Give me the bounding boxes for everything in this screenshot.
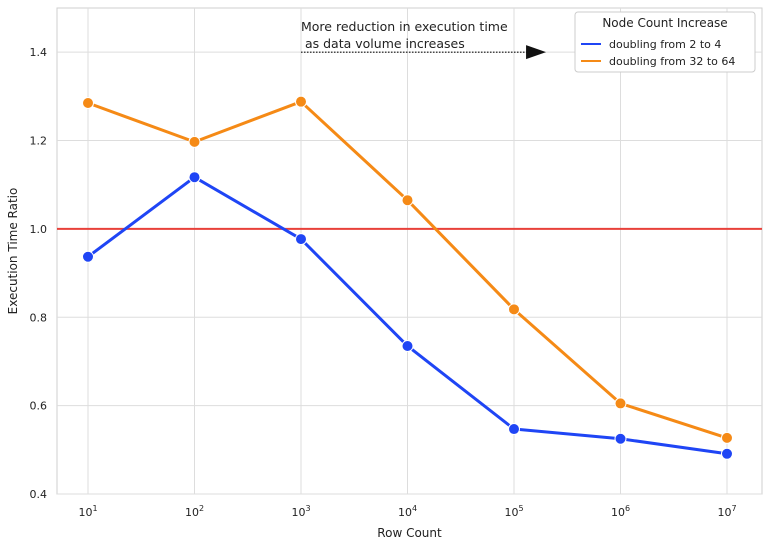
annotation-line-1: More reduction in execution time — [301, 19, 508, 34]
data-point — [295, 95, 307, 108]
annotation-arrow-head — [526, 45, 547, 60]
data-point — [508, 423, 520, 436]
data-point — [82, 250, 94, 263]
y-tick-label: 1.4 — [30, 46, 48, 59]
y-tick-label: 1.0 — [30, 223, 48, 236]
x-tick-label: 106 — [611, 504, 630, 519]
series-1 — [82, 171, 733, 460]
x-tick-label: 104 — [398, 504, 417, 519]
data-point — [721, 431, 733, 444]
y-axis-ticks: 0.4 0.6 0.8 1.0 1.2 1.4 — [30, 46, 48, 501]
plot-area — [56, 7, 763, 495]
x-tick-label: 103 — [291, 504, 310, 519]
x-tick-label: 107 — [717, 504, 736, 519]
legend-title: Node Count Increase — [602, 16, 727, 30]
x-axis-ticks: 101 102 103 104 105 106 107 — [78, 504, 736, 519]
data-point — [188, 171, 201, 184]
legend-entries: doubling from 2 to 4 doubling from 32 to … — [581, 38, 735, 68]
data-point — [295, 233, 307, 246]
series-layer — [82, 95, 733, 460]
legend-box — [574, 11, 756, 73]
y-tick-label: 0.6 — [30, 400, 48, 413]
x-tick-label: 101 — [78, 504, 97, 519]
data-point — [614, 397, 627, 410]
x-axis-title: Row Count — [377, 526, 442, 540]
data-point — [82, 96, 94, 109]
y-tick-label: 1.2 — [30, 135, 48, 148]
series-2 — [82, 95, 733, 444]
data-point — [401, 339, 414, 352]
x-tick-label: 105 — [504, 504, 523, 519]
x-tick-label: 102 — [185, 504, 204, 519]
y-tick-label: 0.8 — [30, 311, 48, 324]
data-point — [401, 194, 414, 207]
legend: Node Count Increase doubling from 2 to 4… — [574, 11, 756, 73]
data-point — [508, 303, 520, 316]
y-axis-title: Execution Time Ratio — [6, 188, 20, 315]
legend-label: doubling from 2 to 4 — [609, 38, 721, 51]
data-point — [721, 447, 733, 460]
data-point — [188, 135, 201, 148]
annotation-line-2: as data volume increases — [301, 36, 465, 51]
annotation: More reduction in execution time as data… — [301, 19, 547, 60]
legend-label: doubling from 32 to 64 — [609, 55, 735, 68]
y-tick-label: 0.4 — [30, 488, 48, 501]
data-point — [614, 432, 627, 445]
